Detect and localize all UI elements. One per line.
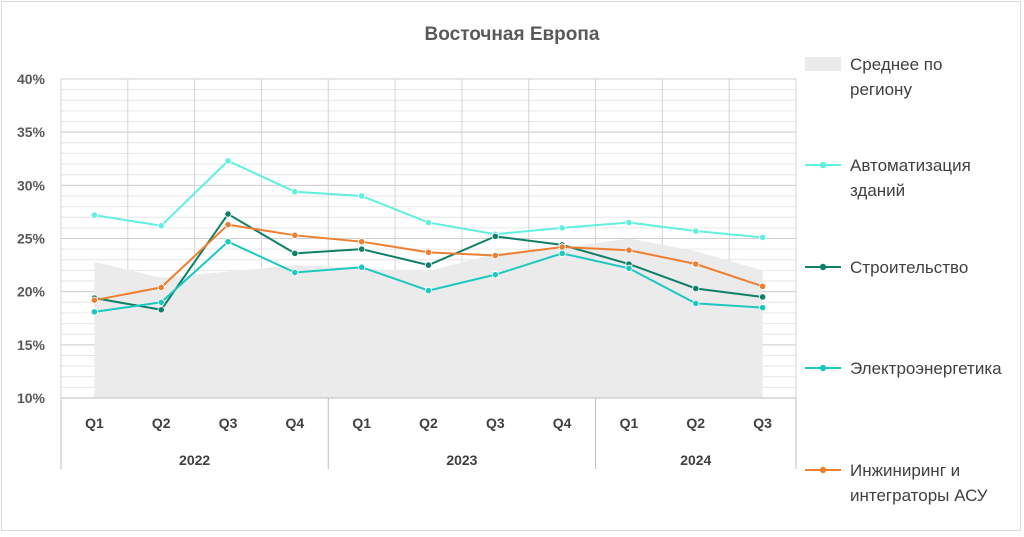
data-point xyxy=(424,261,433,269)
legend-label: Инжиниринг и xyxy=(850,461,960,480)
data-point xyxy=(157,283,165,292)
legend-marker xyxy=(819,364,827,372)
x-tick-label: Q1 xyxy=(620,415,639,431)
legend-label: Среднее по xyxy=(850,55,942,74)
data-point xyxy=(291,249,299,257)
y-tick-label: 30% xyxy=(17,177,46,193)
y-tick-label: 35% xyxy=(17,124,46,140)
legend-label: Электроэнергетика xyxy=(850,359,1002,378)
y-tick-label: 10% xyxy=(17,390,46,406)
x-tick-label: Q4 xyxy=(286,415,305,431)
year-label: 2024 xyxy=(680,452,711,468)
data-point xyxy=(157,306,165,314)
axes-layer: 10% 15% 20% 25% 30% 35% 40% Q1 Q2 Q3 Q4 Q1 Q2 Q3 Q4 Q1 Q… xyxy=(17,71,797,469)
data-point xyxy=(358,245,366,253)
x-tick-label: Q3 xyxy=(486,415,505,431)
data-point xyxy=(291,231,299,239)
data-point xyxy=(491,232,499,240)
data-point xyxy=(558,243,566,251)
y-tick-label: 40% xyxy=(17,71,46,87)
data-point xyxy=(491,251,499,260)
data-point xyxy=(358,192,366,200)
data-point xyxy=(758,293,767,301)
year-label: 2023 xyxy=(446,452,477,468)
data-point xyxy=(358,263,366,271)
data-point xyxy=(424,287,433,295)
line-series-layer xyxy=(90,157,767,316)
data-point xyxy=(424,218,433,227)
y-tick-label: 25% xyxy=(17,231,46,247)
data-point xyxy=(358,238,366,246)
data-point xyxy=(758,282,767,290)
x-tick-label: Q3 xyxy=(219,415,238,431)
data-point xyxy=(692,299,700,307)
legend-label: интеграторы АСУ xyxy=(850,486,988,505)
data-point xyxy=(291,268,299,277)
data-point xyxy=(692,260,700,268)
data-point xyxy=(558,224,566,232)
area-series-regional-average xyxy=(94,238,763,398)
data-point xyxy=(424,248,433,256)
data-point xyxy=(157,298,165,306)
legend-label: зданий xyxy=(850,181,905,200)
legend-swatch xyxy=(805,57,841,71)
data-point xyxy=(558,249,566,257)
data-point xyxy=(692,227,700,235)
legend-marker xyxy=(819,263,827,271)
data-point xyxy=(90,296,99,304)
x-tick-label: Q2 xyxy=(419,415,438,431)
legend-label: Строительство xyxy=(850,258,968,277)
x-tick-label: Q2 xyxy=(152,415,171,431)
data-point xyxy=(758,304,767,312)
area-series-layer xyxy=(94,238,763,398)
legend-marker xyxy=(819,161,827,169)
data-point xyxy=(758,233,767,242)
x-tick-label: Q1 xyxy=(352,415,371,431)
legend-label: региону xyxy=(850,80,912,99)
data-point xyxy=(291,188,299,196)
x-tick-label: Q1 xyxy=(85,415,104,431)
x-tick-label: Q3 xyxy=(753,415,772,431)
chart-title: Восточная Европа xyxy=(425,24,600,45)
legend-marker xyxy=(819,466,827,474)
data-point xyxy=(224,157,232,165)
legend-label: Автоматизация xyxy=(850,156,971,175)
data-point xyxy=(157,222,165,230)
data-point xyxy=(224,210,232,218)
year-label: 2022 xyxy=(179,452,210,468)
data-point xyxy=(625,264,633,272)
data-point xyxy=(90,211,99,219)
data-point xyxy=(625,218,633,227)
data-point xyxy=(491,271,499,279)
data-point xyxy=(625,246,633,254)
x-tick-label: Q2 xyxy=(686,415,705,431)
data-point xyxy=(692,284,700,293)
y-tick-label: 15% xyxy=(17,337,46,353)
data-point xyxy=(90,308,99,316)
data-point xyxy=(224,221,232,229)
data-point xyxy=(224,238,232,246)
x-tick-label: Q4 xyxy=(553,415,572,431)
y-tick-label: 20% xyxy=(17,284,46,300)
legend: Среднее по региону Автоматизация зданий Стро… xyxy=(805,55,1002,505)
